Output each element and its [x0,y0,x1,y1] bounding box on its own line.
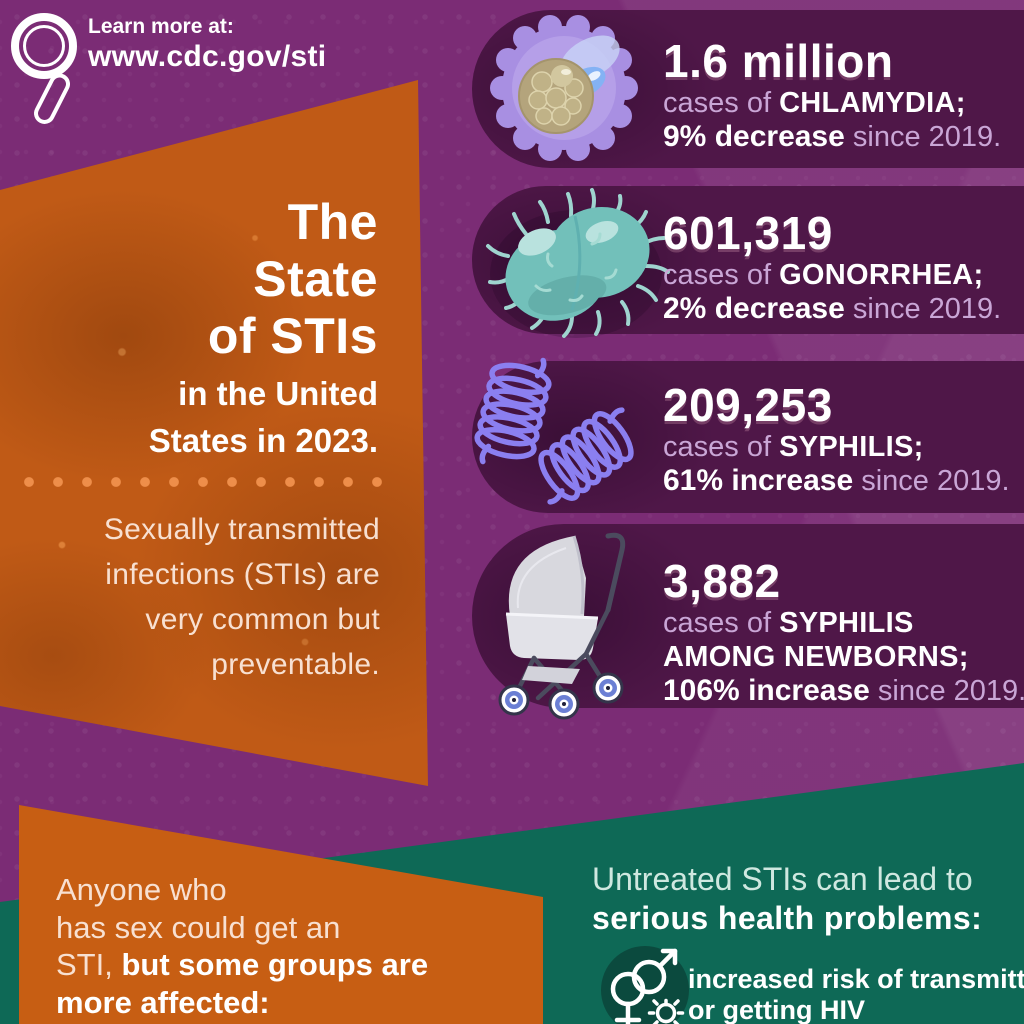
cases-label: cases of [663,431,771,463]
untreated-heading-light: Untreated STIs can lead to [592,861,973,897]
stat-cases-line: cases of SYPHILIS; [663,430,1010,464]
stat-cases-line: cases of GONORRHEA; [663,258,1001,292]
cases-label: cases of [663,259,771,291]
title-line: of STIs [207,308,378,364]
stat-cases-line: cases of CHLAMYDIA; [663,86,1001,120]
stat-change-line: 2% decrease since 2019. [663,292,1001,326]
cases-label: cases of [663,607,771,639]
cdc-sti-url: www.cdc.gov/sti [88,40,327,73]
paragraph-line: infections (STIs) are [105,558,380,591]
dots-divider [24,477,384,487]
paragraph-line: preventable. [211,648,380,681]
disease-name: CHLAMYDIA; [779,87,966,119]
newborn-stroller-icon [498,532,626,720]
disease-name: SYPHILIS; [779,431,924,463]
hiv-risk-line1: increased risk of transmitting [688,964,1024,994]
learn-more-label: Learn more at: [88,15,234,38]
stat-text-gonorrhea: 601,319 cases of GONORRHEA; 2% decrease … [663,208,1001,326]
stat-text-congenital-syphilis: 3,882 cases of SYPHILIS AMONG NEWBORNS; … [663,556,1024,708]
disease-name: SYPHILIS [779,607,914,639]
page-subtitle: in the United States in 2023. [0,370,378,464]
disease-name: GONORRHEA; [779,259,984,291]
stat-change-line: 106% increase since 2019. [663,674,1024,708]
syphilis-spirochete-icon [474,357,634,505]
magnifying-glass-icon [11,13,77,124]
stat-value: 3,882 [663,555,781,607]
disease-name-line2: AMONG NEWBORNS; [663,641,969,673]
anyone-line: has sex could get an [56,909,341,945]
since-label: since 2019. [852,121,1002,153]
paragraph-line: very common but [145,603,380,636]
stat-text-syphilis: 209,253 cases of SYPHILIS; 61% increase … [663,380,1010,498]
since-label: since 2019. [852,293,1002,325]
change-value: 9% decrease [663,120,845,153]
intro-paragraph: Sexually transmitted infections (STIs) a… [0,507,380,687]
page-title: The State of STIs [0,194,378,365]
title-line: The [287,194,378,250]
stat-value: 1.6 million [663,35,894,87]
change-value: 61% increase [663,464,854,497]
change-value: 106% increase [663,674,870,707]
subtitle-line: States in 2023. [148,422,378,459]
chlamydia-cell-icon [490,15,638,161]
anyone-line: Anyone who [56,872,227,907]
stat-cases-line: cases of SYPHILIS [663,606,1024,640]
stat-change-line: 9% decrease since 2019. [663,120,1001,154]
gender-hiv-icon [610,948,685,1024]
stat-change-line: 61% increase since 2019. [663,464,1010,498]
anyone-text: Anyone who has sex could get an STI, but… [56,871,428,1021]
stat-text-chlamydia: 1.6 million cases of CHLAMYDIA; 9% decre… [663,36,1001,154]
stroller-wheels [498,672,624,720]
since-label: since 2019. [861,465,1010,497]
change-value: 2% decrease [663,292,845,325]
anyone-line: STI, but some groups are [56,947,429,982]
since-label: since 2019. [877,675,1024,707]
paragraph-line: Sexually transmitted [103,513,380,546]
stat-value: 601,319 [663,207,833,259]
untreated-heading-bold: serious health problems: [592,900,983,936]
anyone-line: more affected: [56,984,270,1020]
title-line: State [253,251,378,307]
title-panel: The State of STIs in the United States i… [0,80,428,786]
stat-value: 209,253 [663,379,833,431]
gonorrhea-bacteria-icon [486,188,670,338]
hiv-risk-line2: or getting HIV [688,995,865,1024]
cases-label: cases of [663,87,771,119]
subtitle-line: in the United [178,375,378,412]
